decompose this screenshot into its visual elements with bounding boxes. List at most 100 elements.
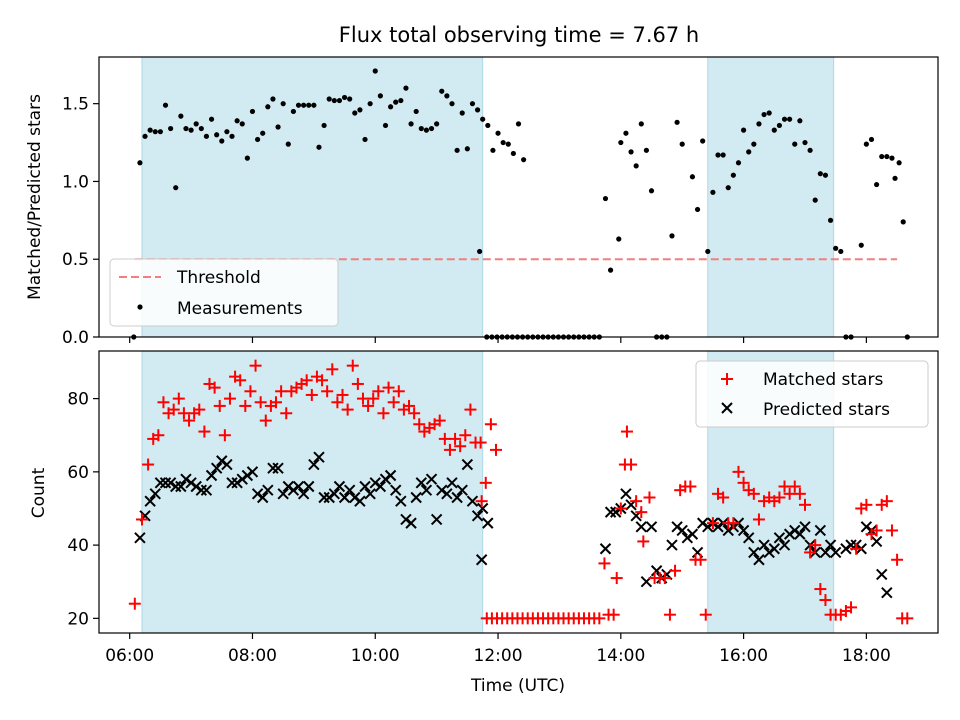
bottom-x-ticks: 06:00 08:00 10:00 12:00 14:00 16:00 18:00: [105, 633, 891, 666]
predicted-star-marker: [379, 473, 392, 485]
measurement-point: [500, 139, 506, 146]
measurement-point: [874, 181, 880, 188]
measurement-point: [321, 122, 327, 129]
measurement-point: [162, 102, 169, 108]
top-ylabel: Matched/Predicted stars: [25, 94, 45, 300]
measurement-point: [454, 147, 460, 153]
measurement-point: [254, 136, 261, 143]
matched-star-marker: [408, 407, 421, 420]
predicted-star-marker: [476, 502, 489, 515]
measurement-point: [477, 248, 483, 255]
matched-star-marker: [193, 403, 206, 416]
predicted-star-marker: [175, 480, 187, 493]
predicted-star-marker: [221, 458, 233, 471]
predicted-star-marker: [328, 488, 341, 500]
predicted-star-marker: [436, 484, 448, 496]
predicted-star-marker: [410, 491, 422, 504]
predicted-star-marker: [876, 568, 888, 581]
measurement-point: [616, 236, 622, 242]
predicted-star-marker: [374, 480, 387, 493]
matched-star-marker: [275, 385, 288, 398]
predicted-star-marker: [384, 469, 397, 482]
bottom-ytick-label: 60: [67, 463, 89, 483]
measurement-point: [367, 101, 373, 107]
bottom-xlabel: Time (UTC): [470, 676, 565, 696]
measurement-point: [490, 147, 496, 153]
predicted-star-marker: [748, 546, 760, 559]
matched-star-marker: [788, 480, 801, 493]
matched-star-marker: [218, 429, 231, 442]
measurement-point: [336, 97, 343, 104]
bottom-panel: 20 40 60 80 06:00 08:00 10:00 12:00 14:00 16:00 1…: [29, 350, 939, 696]
matched-star-marker: [479, 476, 492, 489]
predicted-star-marker: [676, 524, 688, 537]
predicted-star-marker: [205, 469, 218, 482]
predicted-star-marker: [840, 543, 852, 555]
legend-measurements-label: Measurements: [177, 299, 303, 319]
measurement-point: [311, 102, 317, 108]
predicted-star-marker: [236, 473, 248, 485]
predicted-star-marker: [297, 488, 310, 500]
predicted-star-marker: [308, 458, 320, 471]
measurement-point: [730, 172, 736, 178]
predicted-star-marker: [696, 517, 709, 529]
predicted-star-marker: [686, 528, 699, 540]
matched-star-marker: [880, 495, 893, 508]
predicted-star-marker: [144, 495, 156, 507]
matched-star-marker: [300, 374, 313, 387]
measurement-point: [285, 141, 291, 147]
top-x-ticks: [129, 337, 867, 343]
measurement-point: [224, 129, 230, 135]
measurement-point: [270, 96, 276, 102]
measurement-point: [807, 147, 813, 153]
predicted-star-marker: [318, 491, 330, 504]
bottom-legend: Matched stars Predicted stars: [695, 360, 929, 428]
measurement-point: [198, 125, 204, 132]
measurement-point: [700, 138, 706, 144]
measurement-point: [705, 248, 711, 255]
legend-matched-swatch: [721, 373, 733, 385]
measurement-point: [434, 121, 440, 127]
measurement-point: [408, 121, 414, 127]
measurement-point: [892, 175, 898, 181]
measurement-point: [152, 129, 158, 135]
measurement-point: [157, 129, 163, 135]
legend-predicted-swatch: [721, 402, 733, 414]
predicted-star-marker: [267, 462, 279, 474]
measurement-point: [480, 116, 486, 122]
measurement-point: [884, 153, 890, 160]
measurement-point: [168, 125, 174, 132]
matched-star-marker: [316, 374, 329, 387]
matched-star-marker: [610, 572, 623, 585]
bottom-y-ticks: 20 40 60 80: [67, 390, 99, 629]
predicted-star-marker: [471, 510, 484, 522]
matched-star-marker: [474, 436, 487, 449]
predicted-star-marker: [323, 491, 335, 504]
predicted-star-marker: [829, 546, 842, 559]
measurement-point: [306, 102, 312, 108]
top-legend-box: [109, 258, 339, 327]
measurement-point: [735, 160, 742, 166]
measurement-point: [618, 139, 624, 146]
measurement-point: [643, 147, 649, 153]
matched-star-marker: [860, 498, 873, 511]
bottom-xtick-label: 14:00: [596, 646, 645, 666]
matched-star-marker: [356, 392, 369, 405]
predicted-star-marker: [743, 532, 755, 544]
measurement-point: [515, 121, 522, 127]
measurement-point: [485, 122, 491, 129]
measurement-point: [137, 160, 143, 166]
measurement-point: [776, 122, 783, 129]
measurement-point: [900, 219, 906, 225]
measurement-point: [388, 104, 394, 110]
measurement-point: [193, 121, 199, 127]
predicted-star-marker: [604, 506, 617, 518]
measurement-point: [316, 144, 322, 150]
bottom-ytick-label: 80: [67, 390, 89, 410]
predicted-star-marker: [415, 477, 428, 489]
measurement-point: [214, 132, 220, 138]
predicted-star-marker: [359, 480, 371, 493]
top-panel: 0.0 0.5 1.0 1.5 Matched/Predicted stars Thr…: [25, 56, 939, 348]
measurement-point: [377, 93, 383, 99]
matched-star-marker: [321, 385, 334, 398]
